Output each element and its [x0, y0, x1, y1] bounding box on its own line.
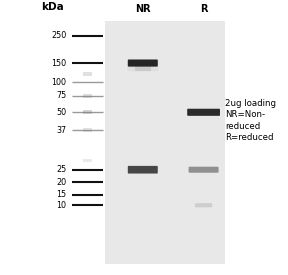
- FancyBboxPatch shape: [128, 59, 158, 67]
- Bar: [83, 94, 92, 98]
- Text: R: R: [200, 4, 207, 14]
- FancyBboxPatch shape: [189, 167, 219, 173]
- Text: 100: 100: [52, 78, 67, 87]
- Bar: [135, 66, 151, 71]
- Text: 25: 25: [56, 165, 67, 174]
- Bar: [83, 194, 92, 196]
- Bar: [83, 159, 92, 162]
- Bar: [83, 72, 92, 76]
- Text: NR: NR: [135, 4, 151, 14]
- Text: 150: 150: [51, 59, 67, 68]
- Text: 2ug loading
NR=Non-
reduced
R=reduced: 2ug loading NR=Non- reduced R=reduced: [225, 99, 276, 142]
- Text: 15: 15: [56, 190, 67, 199]
- Text: 20: 20: [56, 178, 67, 186]
- Text: 250: 250: [51, 31, 67, 40]
- Text: 75: 75: [56, 91, 67, 100]
- FancyBboxPatch shape: [127, 59, 158, 71]
- Bar: [83, 128, 92, 132]
- Text: 10: 10: [56, 201, 67, 210]
- Bar: [105, 21, 225, 264]
- FancyBboxPatch shape: [128, 166, 158, 174]
- Text: 37: 37: [56, 126, 67, 134]
- FancyBboxPatch shape: [195, 203, 212, 207]
- Text: kDa: kDa: [41, 2, 64, 12]
- FancyBboxPatch shape: [187, 109, 220, 116]
- Text: 50: 50: [56, 108, 67, 117]
- Bar: [83, 110, 92, 114]
